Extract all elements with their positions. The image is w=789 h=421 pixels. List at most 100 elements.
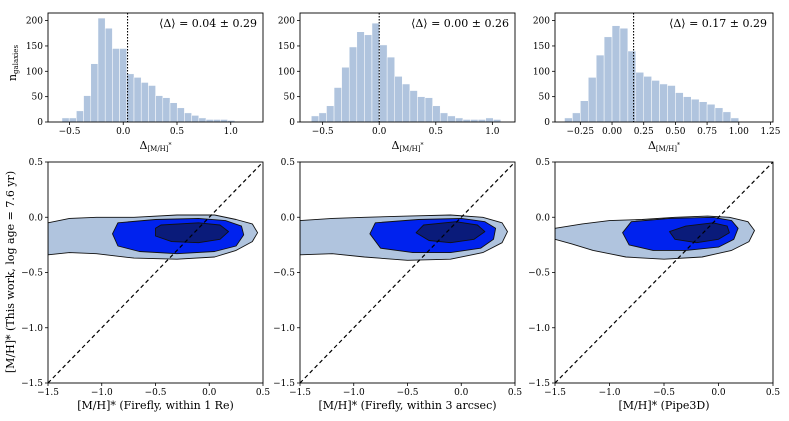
contour-1-xtick-label: −1.5 — [37, 388, 59, 398]
x-label-sub: [M/H] — [147, 145, 168, 153]
x-label-main: Δ — [648, 139, 656, 152]
histogram-2-bar — [371, 22, 380, 123]
histogram-3-ytick-label: 50 — [539, 93, 551, 103]
histogram-2-xtick-label: −0.5 — [312, 127, 334, 137]
histogram-2-bar — [341, 66, 350, 123]
x-label-main: Δ — [139, 139, 147, 152]
contour-2-ytick-label: −1.0 — [273, 324, 295, 334]
histogram-1-bar — [83, 95, 92, 123]
contour-1-xtick-label: 0.0 — [202, 388, 217, 398]
contour-3-xtick-label: −1.0 — [599, 388, 621, 398]
histogram-3-bar — [564, 117, 573, 123]
histogram-1-frame — [47, 12, 264, 123]
histogram-1-ytick-label: 150 — [26, 42, 43, 52]
histogram-2-bar — [364, 34, 373, 123]
histogram-3-bar — [706, 104, 716, 123]
histogram-3-bar — [651, 80, 660, 123]
histogram-3-bar — [619, 27, 629, 123]
histogram-1-bar — [61, 117, 70, 123]
histogram-2-bar — [455, 117, 464, 123]
contour-3-xtick-label: −0.5 — [653, 388, 675, 398]
contour-1-ytick-label: −1.5 — [21, 379, 43, 389]
contour-3-ytick-label: −0.5 — [528, 269, 550, 279]
histogram-1-bar — [162, 97, 171, 123]
histogram-1-bar — [191, 115, 200, 123]
histogram-3-x-axis-label: Δ[M/H]* — [648, 139, 680, 153]
contour-2-ytick-label: −0.5 — [273, 269, 295, 279]
histogram-2-bar — [318, 112, 327, 123]
contour-2-xtick-label: −1.5 — [289, 388, 311, 398]
contour-2-xtick-label: 0.5 — [508, 388, 523, 398]
contour-3: −1.5 −1.0 −0.5 0.0 0.5 −1.5 −1.0 −0.5 0.0 0.5 [M/H… — [528, 158, 780, 412]
contour-3-x-axis-label: [M/H]* (Pipe3D) — [618, 399, 709, 412]
contour-2-contour-level-3 — [415, 221, 486, 244]
histogram-1-bar — [184, 112, 192, 123]
histogram-1-bar — [155, 95, 164, 123]
histogram-2-ytick-label: 200 — [278, 17, 295, 27]
histogram-1-bar — [90, 63, 99, 123]
histogram-1-bar — [97, 17, 106, 123]
contour-1-xtick-label: 0.5 — [256, 388, 271, 398]
bottom-y-axis-label: [M/H]* (This work, log age = 7.6 yr) — [4, 171, 17, 373]
histogram-2-bar — [409, 90, 418, 123]
histogram-1-xtick-label: 1.0 — [224, 127, 239, 137]
histogram-3-bar — [572, 112, 581, 123]
histogram-3-bar — [675, 92, 684, 123]
histogram-1-ytick-label: 100 — [26, 67, 43, 77]
contour-2-frame — [299, 161, 516, 384]
histogram-2-bar — [447, 115, 456, 123]
histogram-3-bar — [643, 76, 652, 123]
contour-3-ytick-label: 0.0 — [536, 213, 551, 223]
histogram-3-frame — [554, 12, 774, 123]
histogram-2-annotation: ⟨Δ⟩ = 0.00 ± 0.26 — [411, 17, 509, 30]
contour-2-xtick-label: −1.0 — [343, 388, 365, 398]
x-label-sup: * — [677, 142, 680, 149]
histogram-3-xtick-label: 0.00 — [602, 127, 622, 137]
histogram-1-annotation: ⟨Δ⟩ = 0.04 ± 0.29 — [159, 17, 257, 30]
contour-2-ytick-label: −1.5 — [273, 379, 295, 389]
histogram-2-bar — [402, 83, 411, 123]
histogram-1-bar — [119, 48, 128, 123]
contour-3-one-to-one-line — [555, 162, 773, 383]
contour-2-one-to-one-line — [300, 162, 515, 383]
contour-1-x-axis-label: [M/H]* (Firefly, within 1 Re) — [77, 399, 234, 412]
histogram-3-bar — [683, 96, 692, 123]
histogram-3: −0.25 0.00 0.25 0.50 0.75 1.00 1.25 0 50 100 150 20… — [533, 12, 781, 153]
histogram-3-bar — [588, 77, 597, 123]
histogram-1-ytick-label: 50 — [32, 93, 44, 103]
histogram-3-bar — [611, 25, 621, 123]
histogram-3-bar — [627, 50, 637, 123]
x-label-sup: * — [421, 142, 424, 149]
histogram-2-bar — [432, 105, 441, 123]
histogram-3-bar — [603, 36, 613, 123]
contour-2-x-axis-label: [M/H]* (Firefly, within 3 arcsec) — [318, 399, 496, 412]
histogram-1-bar — [133, 77, 142, 123]
histogram-2-frame — [299, 12, 516, 123]
histogram-2: −0.5 0.0 0.5 1.0 0 50 100 150 200 ⟨Δ⟩ = 0.00 ± 0.… — [278, 12, 516, 153]
histogram-3-bar — [595, 54, 605, 123]
histogram-2-bar — [348, 46, 358, 123]
histogram-1-bar — [104, 27, 113, 123]
histogram-1-xtick-label: 0.5 — [170, 127, 185, 137]
histogram-1-bar — [112, 48, 120, 123]
histogram-2-xtick-label: 0.0 — [372, 127, 387, 137]
contour-1-ytick-label: 0.5 — [29, 158, 44, 168]
histogram-2-bar — [311, 115, 320, 123]
top-y-axis-label: ngalaxies — [6, 45, 20, 81]
contour-1: −1.5 −1.0 −0.5 0.0 0.5 −1.5 −1.0 −0.5 0.0 0.5 [M/H… — [21, 158, 270, 412]
contour-2-ytick-label: 0.5 — [281, 158, 296, 168]
histogram-1-bar — [169, 102, 178, 123]
contour-3-ytick-label: −1.5 — [528, 379, 550, 389]
histogram-3-bar — [667, 85, 676, 123]
contour-1-contour-level-3 — [155, 222, 230, 244]
x-label-main: Δ — [391, 139, 399, 152]
histogram-2-bar — [439, 112, 449, 123]
histogram-1-bar — [68, 117, 77, 123]
contour-1-ytick-label: −1.0 — [21, 324, 43, 334]
histogram-1-xtick-label: 0.0 — [116, 127, 131, 137]
histogram-1-bar — [176, 107, 185, 123]
contour-1-frame — [47, 161, 264, 384]
histogram-3-xtick-label: 1.00 — [729, 127, 749, 137]
contour-2-xtick-label: −0.5 — [397, 388, 419, 398]
